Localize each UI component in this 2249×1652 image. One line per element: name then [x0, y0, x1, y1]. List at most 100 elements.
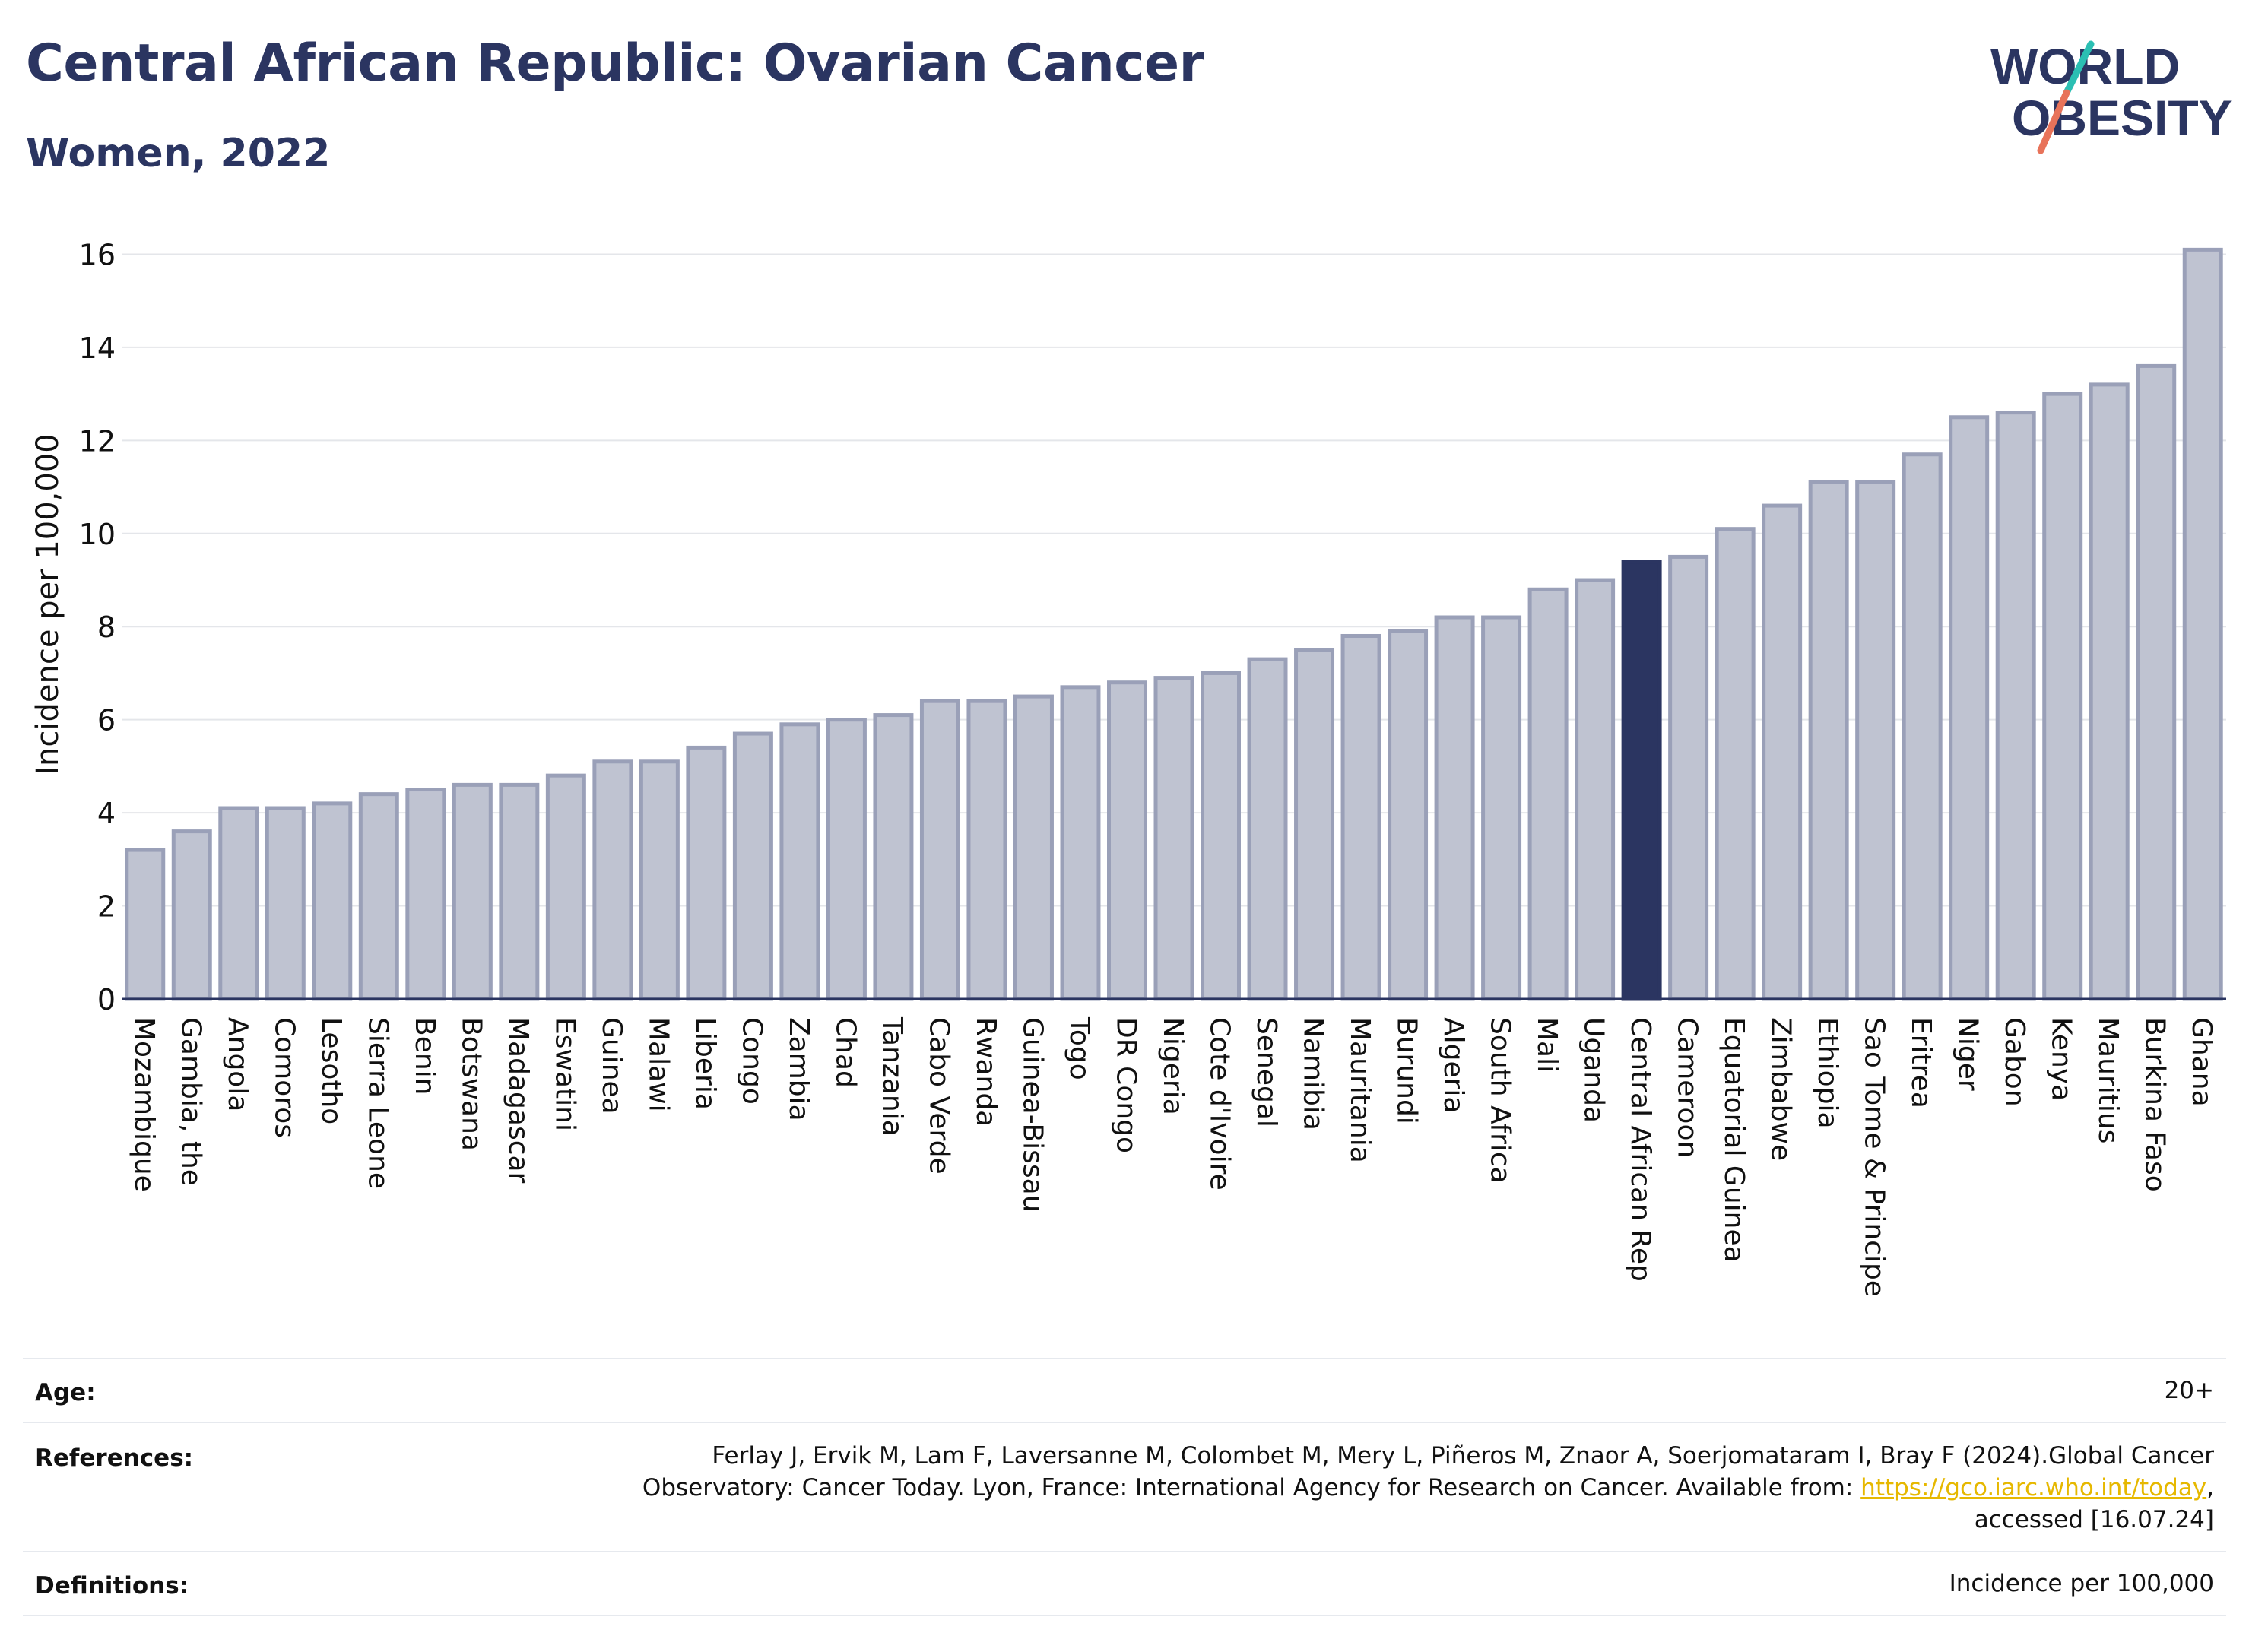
age-label: Age:	[35, 1379, 96, 1406]
x-tick-label: Equatorial Guinea	[1718, 1017, 1749, 1263]
bar	[358, 792, 399, 1001]
y-tick-label: 14	[79, 331, 116, 365]
bar	[1715, 527, 1756, 1001]
references-line-2: Observatory: Cancer Today. Lyon, France:…	[642, 1472, 2214, 1504]
bar	[1106, 680, 1147, 1001]
x-tick-label: Zimbabwe	[1765, 1017, 1797, 1161]
bar	[545, 773, 586, 1001]
definitions-value: Incidence per 100,000	[1949, 1570, 2214, 1597]
references-link[interactable]: https://gco.iarc.who.int/today	[1860, 1474, 2207, 1501]
bar	[1294, 648, 1335, 1001]
x-tick-label: Mauritius	[2092, 1017, 2124, 1143]
bars	[125, 247, 2223, 1001]
bar	[2136, 363, 2177, 1001]
x-tick-label: Sierra Leone	[362, 1017, 393, 1189]
x-tick-label: Eswatini	[549, 1017, 580, 1131]
x-tick-label: Namibia	[1298, 1017, 1329, 1130]
info-bottom-rule	[23, 1615, 2226, 1616]
y-tick-label: 4	[97, 797, 116, 830]
bar	[639, 759, 680, 1001]
x-tick-label: Mali	[1531, 1017, 1562, 1073]
y-tick-label: 2	[97, 890, 116, 924]
bar	[2089, 382, 2130, 1001]
x-tick-label: Sao Tome & Principe	[1859, 1017, 1890, 1297]
bar	[1762, 503, 1803, 1001]
x-tick-label: Lesotho	[316, 1017, 347, 1124]
bar	[1527, 587, 1569, 1001]
bar	[125, 848, 166, 1001]
y-tick-label: 6	[97, 704, 116, 737]
bar	[873, 713, 914, 1001]
references-line-3: accessed [16.07.24]	[1974, 1506, 2214, 1533]
x-tick-label: Malawi	[642, 1017, 674, 1112]
bar	[1949, 415, 1990, 1001]
info-row-references: References: Ferlay J, Ervik M, Lam F, La…	[23, 1422, 2226, 1551]
bar	[452, 782, 493, 1001]
x-axis-labels: Mozambique Gambia, the Angola Comoros Lesoth…	[128, 1016, 2217, 1297]
x-tick-label: Nigeria	[1157, 1017, 1188, 1115]
x-tick-label: Chad	[829, 1017, 861, 1088]
bar	[826, 718, 867, 1001]
x-tick-label: Tanzania	[877, 1016, 908, 1137]
bar	[1855, 480, 1896, 1001]
x-tick-label: Senegal	[1251, 1017, 1282, 1127]
bar-highlighted	[1621, 560, 1662, 1001]
y-tick-label: 0	[97, 983, 116, 1016]
bar	[2042, 392, 2083, 1001]
bar	[405, 788, 446, 1001]
bar	[1153, 676, 1194, 1001]
bar	[779, 722, 820, 1001]
info-row-definitions: Definitions: Incidence per 100,000	[23, 1551, 2226, 1615]
bar	[732, 731, 773, 1001]
x-tick-label: Algeria	[1438, 1017, 1469, 1114]
x-tick-label: Central African Rep	[1625, 1017, 1656, 1282]
y-tick-label: 8	[97, 610, 116, 644]
x-tick-label: South Africa	[1485, 1017, 1516, 1184]
definitions-label: Definitions:	[35, 1572, 189, 1600]
x-tick-label: Cote d'Ivoire	[1204, 1017, 1236, 1191]
x-tick-label: Angola	[222, 1017, 253, 1111]
references-line-2-text: Observatory: Cancer Today. Lyon, France:…	[642, 1474, 1861, 1501]
bar	[171, 829, 212, 1001]
bar	[1013, 694, 1054, 1001]
x-tick-label: Mozambique	[128, 1017, 160, 1192]
world-obesity-logo: WORLD OBESITY	[1990, 38, 2232, 154]
x-tick-label: Benin	[409, 1017, 440, 1095]
x-tick-label: Cabo Verde	[923, 1017, 954, 1175]
bar	[1201, 671, 1242, 1001]
bar	[265, 806, 306, 1001]
bar	[1388, 629, 1429, 1001]
bar	[1575, 578, 1616, 1001]
x-tick-label: Botswana	[455, 1017, 487, 1151]
x-tick-label: Eritrea	[1905, 1017, 1937, 1108]
bar	[1481, 615, 1522, 1001]
x-tick-label: Liberia	[690, 1017, 721, 1110]
x-tick-label: Rwanda	[970, 1017, 1001, 1127]
x-tick-label: Burundi	[1391, 1017, 1423, 1124]
bar	[1902, 452, 1943, 1001]
bar	[1668, 554, 1709, 1001]
x-tick-label: Uganda	[1578, 1017, 1610, 1123]
x-tick-label: Zambia	[783, 1017, 814, 1121]
y-tick-label: 12	[79, 424, 116, 458]
bar	[1247, 657, 1288, 1001]
bar	[592, 759, 633, 1001]
bar	[2182, 247, 2223, 1001]
x-tick-label: Kenya	[2046, 1017, 2077, 1101]
references-value: Ferlay J, Ervik M, Lam F, Laversanne M, …	[642, 1440, 2214, 1536]
logo-word-world: WORLD	[1990, 38, 2180, 94]
x-tick-label: DR Congo	[1110, 1017, 1141, 1153]
x-tick-label: Madagascar	[503, 1017, 534, 1184]
bar	[312, 801, 353, 1001]
x-tick-label: Gambia, the	[175, 1017, 206, 1186]
bar	[1340, 633, 1381, 1001]
page-title: Central African Republic: Ovarian Cancer	[26, 33, 1204, 94]
bar	[1808, 480, 1849, 1001]
x-tick-label: Mauritania	[1344, 1017, 1375, 1163]
age-value: 20+	[2164, 1377, 2214, 1404]
x-tick-label: Niger	[1952, 1017, 1984, 1091]
bar	[966, 699, 1007, 1001]
logo-slash-coral	[2037, 89, 2070, 154]
bar	[499, 782, 540, 1001]
bar	[1434, 615, 1475, 1001]
